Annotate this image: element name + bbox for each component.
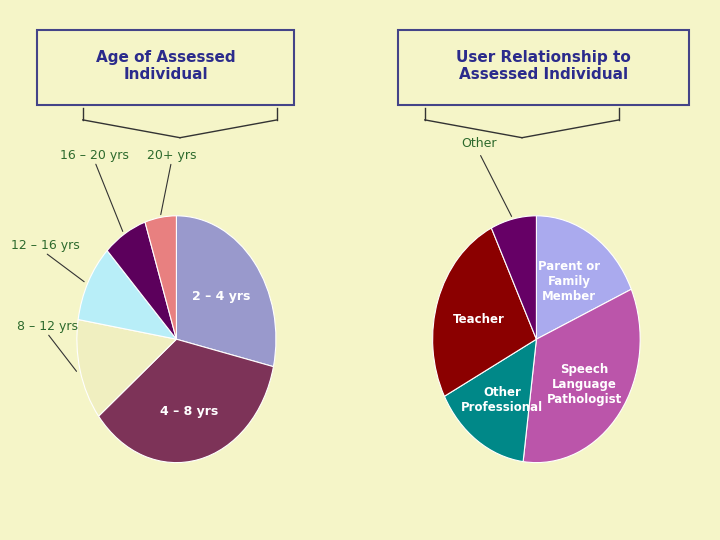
Text: Other
Professional: Other Professional (461, 386, 543, 414)
Text: Teacher: Teacher (454, 313, 505, 326)
Wedge shape (107, 222, 176, 339)
Text: User Relationship to
Assessed Individual: User Relationship to Assessed Individual (456, 50, 631, 82)
Wedge shape (433, 228, 536, 396)
Text: 12 – 16 yrs: 12 – 16 yrs (11, 239, 79, 253)
Wedge shape (99, 339, 274, 463)
Wedge shape (444, 339, 536, 462)
Wedge shape (491, 216, 536, 339)
Wedge shape (536, 216, 631, 339)
Text: 2 – 4 yrs: 2 – 4 yrs (192, 291, 251, 303)
Text: 20+ yrs: 20+ yrs (147, 148, 196, 161)
Text: Other: Other (462, 137, 497, 150)
FancyBboxPatch shape (37, 30, 294, 105)
Text: Age of Assessed
Individual: Age of Assessed Individual (96, 50, 235, 82)
Wedge shape (78, 251, 176, 339)
Wedge shape (176, 216, 276, 367)
FancyBboxPatch shape (398, 30, 689, 105)
Text: 4 – 8 yrs: 4 – 8 yrs (160, 405, 218, 418)
Wedge shape (523, 289, 640, 463)
Wedge shape (145, 216, 176, 339)
Text: Parent or
Family
Member: Parent or Family Member (538, 260, 600, 303)
Text: 16 – 20 yrs: 16 – 20 yrs (60, 148, 129, 161)
Wedge shape (77, 320, 176, 416)
Text: 8 – 12 yrs: 8 – 12 yrs (17, 320, 78, 333)
Text: Speech
Language
Pathologist: Speech Language Pathologist (547, 363, 622, 406)
